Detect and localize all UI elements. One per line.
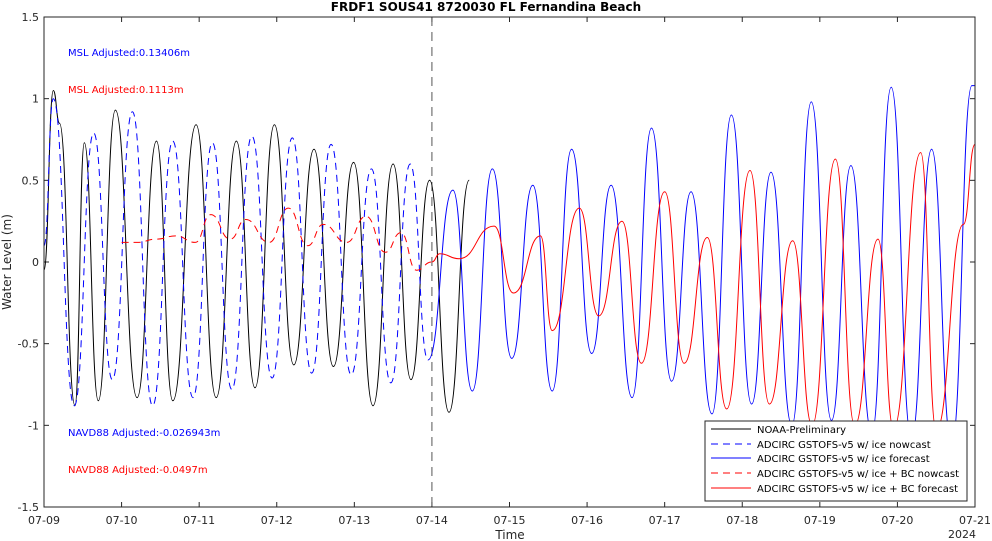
y-tick-label: -1 [28,419,39,432]
legend-label-ice-nowcast: ADCIRC GSTOFS-v5 w/ ice nowcast [757,440,931,451]
x-tick-label: 07-13 [338,514,370,527]
y-tick-label: 1 [32,93,39,106]
plot-frame [43,16,976,508]
legend: NOAA-Preliminary ADCIRC GSTOFS-v5 w/ ice… [704,420,968,502]
y-tick-label: 0 [32,256,39,269]
legend-label-bc-nowcast: ADCIRC GSTOFS-v5 w/ ice + BC nowcast [757,469,959,480]
y-tick-label: 1.5 [22,11,40,24]
y-tick-labels: -1.5 -1 -0.5 0 0.5 1 1.5 [18,11,39,514]
x-tick-label: 07-14 [416,514,448,527]
legend-label-ice-forecast: ADCIRC GSTOFS-v5 w/ ice forecast [757,454,930,465]
x-tick-label: 07-19 [804,514,836,527]
series-ice-forecast [427,85,975,446]
x-tick-label: 07-16 [571,514,603,527]
x-tick-label: 07-15 [494,514,526,527]
y-tick-label: -0.5 [18,338,39,351]
msl-adjusted-red: MSL Adjusted:0.1113m [68,85,184,96]
x-tick-label: 07-12 [261,514,293,527]
series-ice-bc-nowcast [121,207,432,271]
x-tick-label: 07-17 [649,514,681,527]
x-tick-label: 07-18 [726,514,758,527]
x-tick-labels: 07-09 07-10 07-11 07-12 07-13 07-14 07-15 07-16… [28,514,991,527]
msl-adjusted-blue: MSL Adjusted:0.13406m [68,48,190,59]
chart-title: FRDF1 SOUS41 8720030 FL Fernandina Beach [331,0,641,14]
series-layer [43,85,976,446]
series-ice-bc-forecast [431,143,976,431]
navd88-adjusted-blue: NAVD88 Adjusted:-0.026943m [68,428,220,439]
series-noaa-preliminary [43,89,470,413]
x-tick-label: 07-20 [881,514,913,527]
x-tick-label: 07-09 [28,514,60,527]
legend-label-bc-forecast: ADCIRC GSTOFS-v5 w/ ice + BC forecast [757,484,958,495]
series-ice-nowcast [43,98,429,407]
y-axis-label: Water Level (m) [0,214,14,310]
x-tick-label: 07-11 [183,514,215,527]
year-label: 2024 [948,528,976,541]
x-axis-label: Time [494,528,524,541]
y-tick-label: -1.5 [18,501,39,514]
x-tick-label: 07-21 [959,514,991,527]
navd88-adjusted-red: NAVD88 Adjusted:-0.0497m [68,465,208,476]
legend-label-noaa: NOAA-Preliminary [757,425,846,436]
y-tick-label: 0.5 [22,174,40,187]
x-tick-label: 07-10 [106,514,138,527]
